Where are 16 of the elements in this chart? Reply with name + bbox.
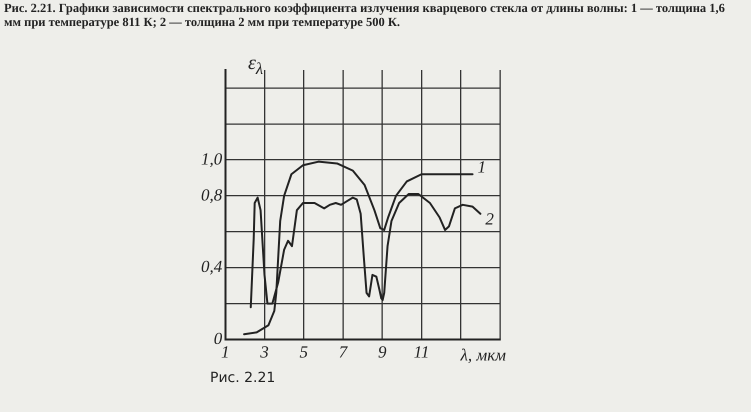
x-axis-title: λ, мкм [459,346,506,365]
text: Рис. 2.21 [210,370,276,386]
x-tick-label: 3 [259,342,269,362]
x-tick-label: 11 [414,342,430,362]
x-tick-label: 7 [338,342,349,362]
x-tick-label: 9 [378,342,387,362]
series-label: 1 [478,158,486,177]
y-tick-label: 1,0 [201,149,223,168]
y-tick-label: 0,4 [201,257,223,276]
series-label: 2 [485,209,494,228]
x-tick-label: 5 [300,342,308,362]
y-tick-label: 0 [214,329,223,348]
y-tick-label: 0,8 [201,185,223,204]
chart-title: Рис. 2.21. Графики зависимости спектрального коэффициента излучения кварцевого стекла от длины волны: 1 — толщина 1,6 мм при температуре 811 К; 2 — толщина 2 мм при температуре 500 К. [4,1,726,29]
y-axis-title: ε$_{λ}$ [248,52,264,79]
x-tick-label: 1 [221,342,230,362]
